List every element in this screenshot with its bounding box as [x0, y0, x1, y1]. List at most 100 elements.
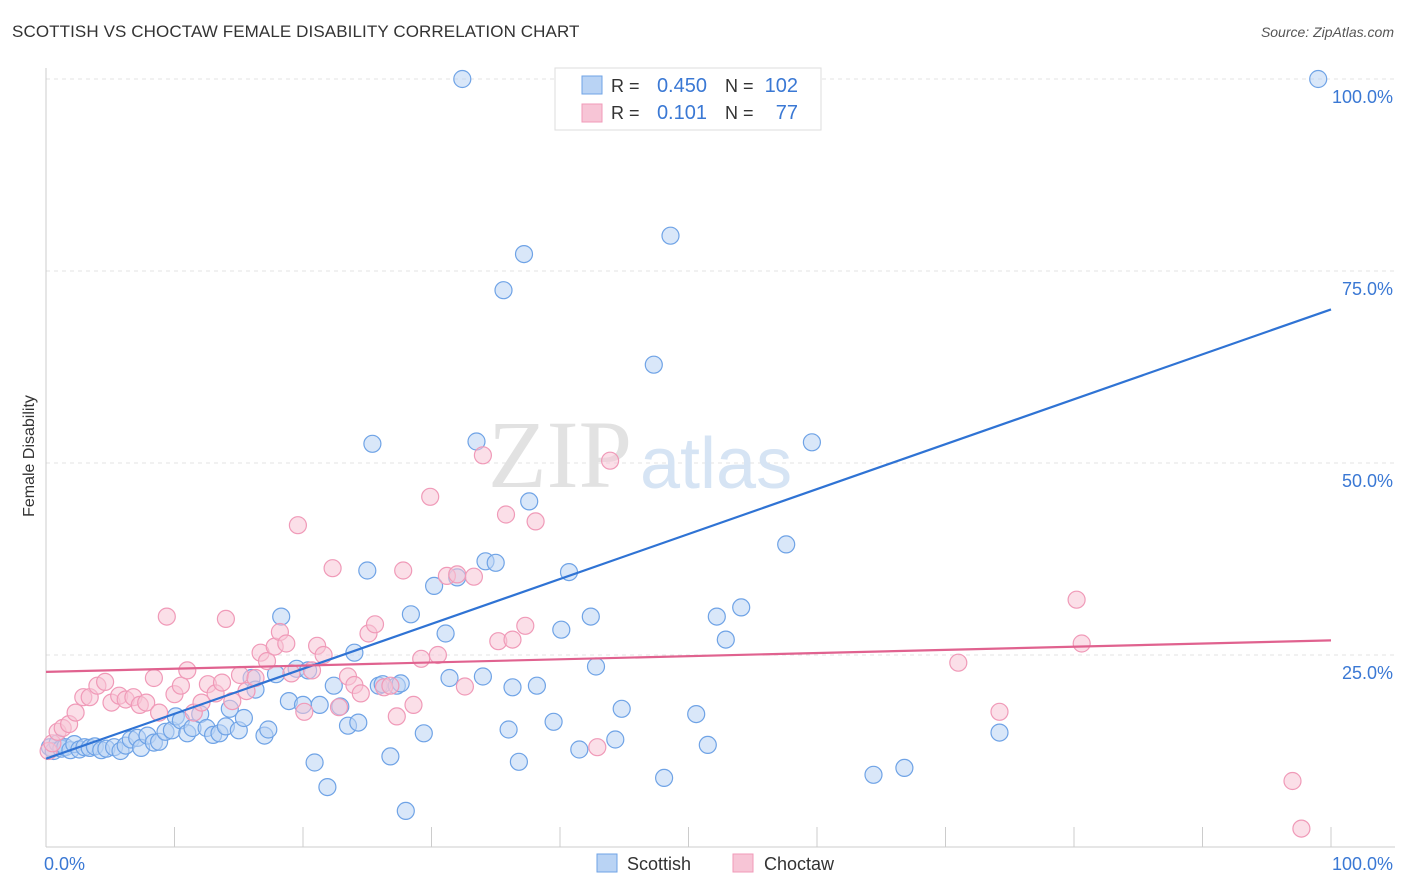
data-point-choctaw: [1072, 634, 1091, 653]
legend-label-choctaw[interactable]: Choctaw: [764, 854, 835, 874]
data-point-choctaw: [277, 634, 296, 653]
data-point-scottish: [425, 576, 444, 596]
data-point-scottish: [732, 598, 751, 617]
y-tick-label: 100.0%: [1332, 87, 1393, 107]
data-point-scottish: [586, 657, 606, 676]
data-point-choctaw: [455, 677, 474, 696]
data-point-scottish: [363, 434, 382, 453]
series-choctaw: [39, 446, 1311, 838]
data-point-choctaw: [157, 607, 176, 626]
data-point-scottish: [272, 607, 291, 626]
legend-swatch-choctaw[interactable]: [732, 853, 754, 873]
legend-swatch-scottish[interactable]: [596, 853, 618, 873]
data-point-choctaw: [1283, 771, 1302, 791]
data-point-choctaw: [387, 707, 406, 726]
data-point-choctaw: [428, 645, 447, 665]
data-point-scottish: [654, 768, 674, 788]
data-point-choctaw: [144, 668, 163, 688]
data-point-scottish: [396, 801, 415, 821]
watermark-atlas: atlas: [640, 424, 792, 504]
y-tick-label: 50.0%: [1342, 471, 1393, 491]
axes: [45, 68, 1395, 848]
data-point-choctaw: [95, 672, 115, 692]
stats-r-label: R =: [611, 103, 640, 123]
data-point-scottish: [509, 752, 529, 771]
data-point-scottish: [453, 69, 472, 89]
data-point-scottish: [494, 281, 513, 300]
data-point-scottish: [802, 433, 822, 452]
data-point-choctaw: [171, 676, 190, 695]
data-point-choctaw: [351, 684, 370, 703]
data-point-choctaw: [588, 738, 607, 757]
data-point-scottish: [644, 355, 663, 374]
data-point-scottish: [486, 553, 505, 572]
data-point-scottish: [570, 740, 589, 759]
data-point-scottish: [436, 624, 455, 643]
y-tick-label: 75.0%: [1342, 279, 1393, 299]
stats-legend: R = 0.450 N = 102 R = 0.101 N = 77: [554, 67, 822, 131]
data-point-choctaw: [421, 487, 440, 506]
data-point-scottish: [503, 678, 522, 697]
data-point-choctaw: [1067, 590, 1086, 609]
data-point-scottish: [310, 695, 329, 715]
stats-swatch-choctaw: [581, 103, 603, 123]
trend-line-scottish: [45, 308, 1332, 760]
data-point-scottish: [514, 245, 534, 264]
data-point-scottish: [527, 676, 547, 695]
data-point-choctaw: [412, 649, 431, 668]
data-point-choctaw: [1292, 819, 1311, 838]
x-tick-labels: 0.0% 100.0%: [44, 854, 1393, 874]
series-legend: Scottish Choctaw: [596, 853, 835, 874]
stats-n-value: 77: [776, 102, 798, 124]
data-point-choctaw: [600, 451, 620, 470]
data-point-scottish: [305, 753, 324, 772]
stats-swatch-scottish: [581, 75, 603, 95]
data-point-choctaw: [381, 676, 400, 695]
stats-n-label: N =: [725, 103, 754, 123]
y-tick-label: 25.0%: [1342, 663, 1393, 683]
data-point-choctaw: [295, 702, 314, 721]
data-point-choctaw: [323, 559, 342, 578]
data-point-scottish: [581, 607, 600, 626]
legend-label-scottish[interactable]: Scottish: [627, 854, 691, 874]
data-point-choctaw: [212, 673, 232, 692]
watermark: ZIP atlas: [488, 401, 792, 508]
data-point-choctaw: [464, 567, 483, 586]
data-point-scottish: [318, 777, 337, 797]
data-point-choctaw: [66, 703, 85, 722]
data-point-scottish: [473, 667, 492, 686]
stats-r-value: 0.450: [657, 75, 707, 97]
stats-n-label: N =: [725, 76, 754, 96]
data-point-scottish: [499, 720, 518, 739]
data-point-scottish: [401, 605, 420, 624]
data-point-scottish: [440, 668, 459, 688]
data-points: [39, 69, 1328, 838]
data-point-choctaw: [949, 653, 968, 672]
data-point-scottish: [414, 724, 433, 743]
chart-source: Source: ZipAtlas.com: [1260, 24, 1394, 40]
data-point-scottish: [381, 747, 400, 766]
x-tick-label: 0.0%: [44, 854, 85, 874]
data-point-choctaw: [496, 505, 516, 524]
data-point-scottish: [324, 676, 343, 695]
data-point-scottish: [520, 492, 539, 511]
data-point-choctaw: [526, 512, 545, 531]
data-point-scottish: [777, 535, 796, 554]
data-point-scottish: [698, 735, 717, 755]
data-point-choctaw: [329, 698, 349, 717]
data-point-choctaw: [503, 630, 522, 649]
data-point-choctaw: [473, 446, 492, 465]
data-point-scottish: [661, 226, 680, 245]
trend-line-choctaw: [45, 639, 1332, 673]
data-point-scottish: [358, 561, 377, 580]
data-point-choctaw: [404, 695, 423, 715]
data-point-scottish: [544, 712, 563, 731]
data-point-choctaw: [394, 561, 413, 580]
gridlines: [46, 78, 1395, 656]
trend-lines: [45, 308, 1332, 760]
data-point-choctaw: [448, 565, 467, 584]
chart-title: SCOTTISH VS CHOCTAW FEMALE DISABILITY CO…: [12, 22, 580, 41]
data-point-scottish: [234, 708, 253, 728]
data-point-choctaw: [230, 665, 250, 685]
data-point-scottish: [259, 720, 278, 739]
